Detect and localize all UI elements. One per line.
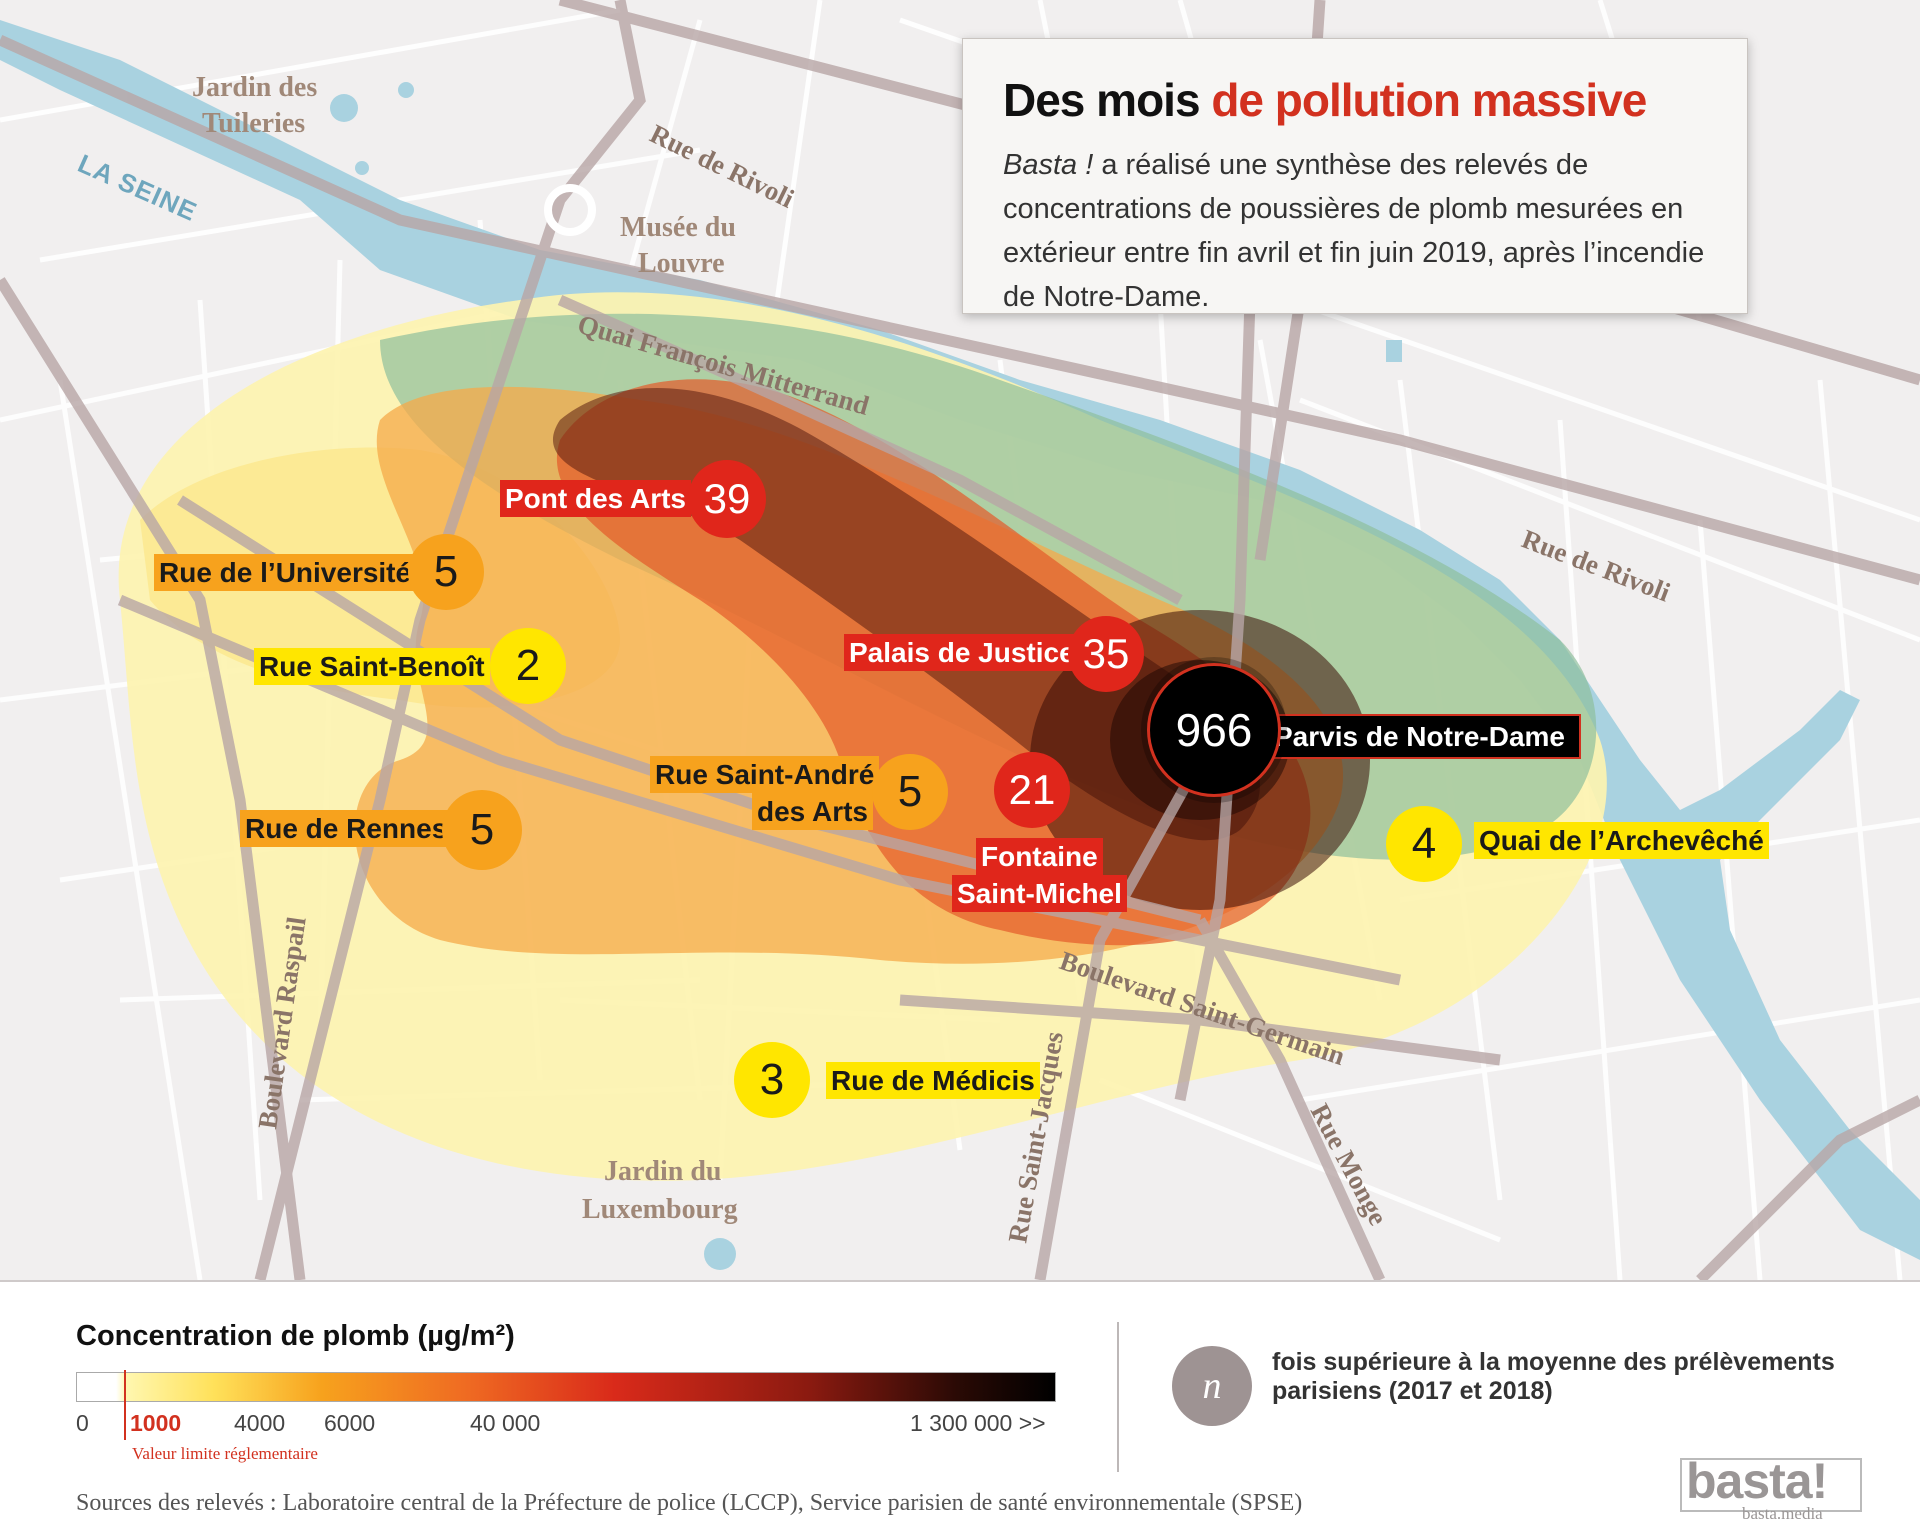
site-value-palais-de-justice: 35 [1068,616,1144,692]
brand-logo-frame [1680,1458,1862,1512]
n-symbol-badge: n [1172,1346,1252,1426]
title-panel: Des mois de pollution massive Basta ! a … [962,38,1748,314]
site-value-rennes: 5 [442,790,522,870]
site-value-saint-andre: 5 [872,754,948,830]
page-title: Des mois de pollution massive [1003,73,1707,127]
site-value-fontaine-saint-michel: 21 [994,752,1070,828]
site-value-notre-dame: 966 [1150,666,1278,794]
n-explanation: fois supérieure à la moyenne des prélève… [1272,1348,1835,1405]
intro-italic: Basta ! [1003,149,1094,181]
tick-1000: 1000 [130,1410,182,1436]
concentration-gradient-bar [76,1372,1056,1402]
legend-panel: Concentration de plomb (µg/m²) 0 1000 40… [0,1280,1920,1538]
site-label-rennes: Rue de Rennes [240,810,453,847]
site-value-saint-benoit: 2 [490,628,566,704]
street-rivoli-1: Rue de Rivoli [645,118,799,214]
intro-rest: a réalisé une synthèse des relevés de co… [1003,149,1705,313]
pond [330,94,358,122]
etoile-roundabout [544,184,596,236]
tick-4000: 4000 [234,1410,286,1436]
river-label: LA SEINE [74,148,202,227]
site-label-pont-des-arts: Pont des Arts [500,480,691,517]
site-label-fontaine-1: Fontaine [976,838,1103,875]
intro-text: Basta ! a réalisé une synthèse des relev… [1003,143,1707,319]
site-value-medicis: 3 [734,1042,810,1118]
louvre-label-1: Musée du [620,212,736,243]
tick-1300000: 1 300 000 >> [910,1410,1046,1436]
title-main: Des mois [1003,74,1201,126]
brand-url: basta.media [1742,1504,1823,1523]
pond [704,1238,736,1270]
tick-0: 0 [76,1410,89,1436]
site-label-saint-andre-1: Rue Saint-André [650,756,880,793]
site-label-notre-dame: Parvis de Notre-Dame [1258,714,1582,759]
site-label-universite: Rue de l’Université [154,554,417,591]
site-value-archeveche: 4 [1386,806,1462,882]
site-label-palais-de-justice: Palais de Justice [844,634,1080,671]
map: LA SEINE Jardin des Tuileries Musée du L… [0,0,1920,1280]
sources-text: Sources des relevés : Laboratoire centra… [76,1490,1303,1516]
luxembourg-label-2: Luxembourg [582,1194,738,1225]
pond [398,82,414,98]
site-value-pont-des-arts: 39 [688,460,766,538]
legend-title: Concentration de plomb (µg/m²) [76,1320,515,1352]
limit-marker [124,1370,126,1440]
tick-40000: 40 000 [470,1410,541,1436]
site-label-fontaine-2: Saint-Michel [952,875,1127,912]
pond [1386,340,1402,362]
brand-logo: basta! [1686,1453,1828,1509]
limit-label: Valeur limite réglementaire [132,1444,318,1463]
site-label-medicis: Rue de Médicis [826,1062,1040,1099]
site-label-saint-andre-2: des Arts [752,793,874,830]
tuileries-label-2: Tuileries [202,108,305,139]
tuileries-label-1: Jardin des [192,72,317,103]
site-value-universite: 5 [408,534,484,610]
legend-divider [1117,1322,1119,1472]
luxembourg-label-1: Jardin du [604,1156,722,1187]
pond [355,161,369,175]
site-label-archeveche: Quai de l’Archevêché [1474,822,1769,859]
title-accent: de pollution massive [1211,74,1647,126]
tick-6000: 6000 [324,1410,376,1436]
louvre-label-2: Louvre [638,248,725,279]
site-label-saint-benoit: Rue Saint-Benoît [254,648,490,685]
